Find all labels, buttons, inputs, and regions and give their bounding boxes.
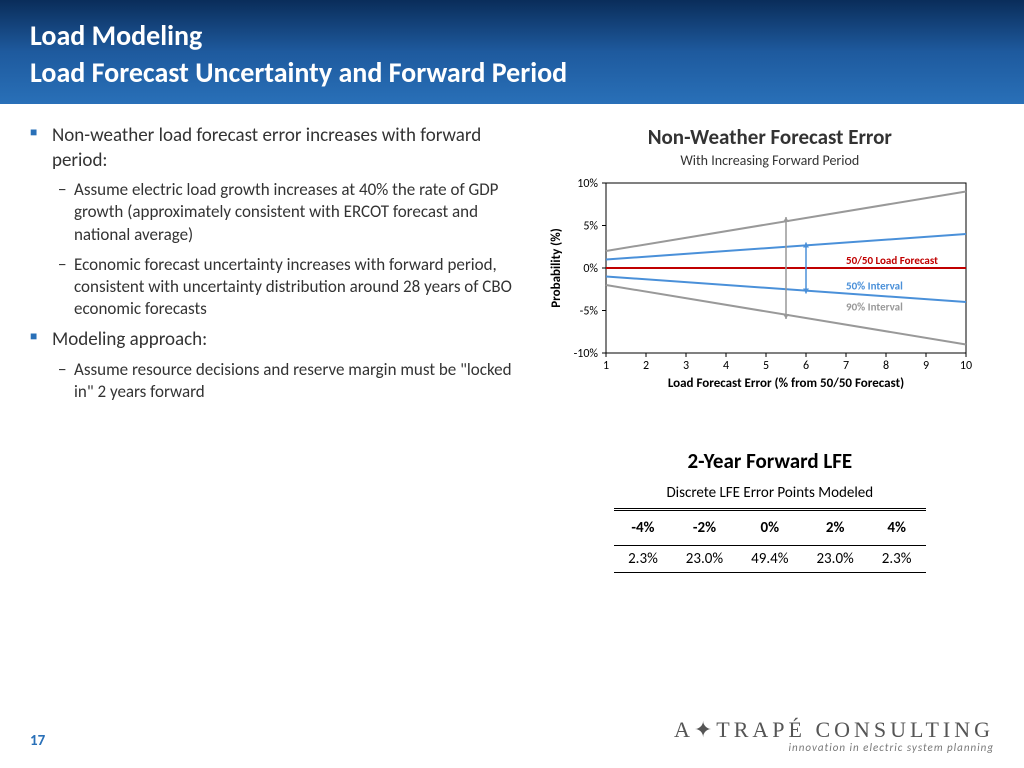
table-header-cell: -2% — [672, 510, 737, 546]
svg-text:Load Forecast Error (% from 50: Load Forecast Error (% from 50/50 Foreca… — [667, 376, 903, 391]
logo: A✦TRAPÉ CONSULTING innovation in electri… — [674, 717, 994, 754]
chart-subtitle: With Increasing Forward Period — [546, 152, 994, 169]
svg-text:1: 1 — [603, 359, 609, 373]
table-header-cell: 2% — [802, 510, 867, 546]
svg-text:90% Interval: 90% Interval — [846, 301, 903, 314]
table-header-cell: -4% — [614, 510, 672, 546]
page-number: 17 — [30, 732, 45, 750]
chart-title: Non-Weather Forecast Error — [546, 124, 994, 150]
lfe-table-section: 2-Year Forward LFE Discrete LFE Error Po… — [546, 448, 994, 573]
content-area: Non-weather load forecast error increase… — [0, 104, 1024, 573]
table-subtitle: Discrete LFE Error Points Modeled — [546, 484, 994, 502]
slide-header: Load Modeling Load Forecast Uncertainty … — [0, 0, 1024, 104]
svg-text:50% Interval: 50% Interval — [846, 279, 903, 292]
left-column: Non-weather load forecast error increase… — [30, 124, 526, 573]
right-column: Non-Weather Forecast Error With Increasi… — [546, 124, 994, 573]
svg-text:3: 3 — [683, 359, 689, 373]
bullet-list: Non-weather load forecast error increase… — [30, 124, 526, 403]
svg-text:5: 5 — [763, 359, 769, 373]
bullet-main-1: Non-weather load forecast error increase… — [30, 124, 526, 173]
table-header-cell: 0% — [737, 510, 802, 546]
svg-text:2: 2 — [643, 359, 649, 373]
bullet-sub-2a: Assume resource decisions and reserve ma… — [30, 359, 526, 403]
header-title-1: Load Modeling — [30, 18, 994, 53]
svg-text:6: 6 — [803, 359, 809, 373]
bullet-main-2: Modeling approach: — [30, 328, 526, 353]
table-data-row: 2.3%23.0%49.4%23.0%2.3% — [614, 546, 925, 573]
lfe-table: -4%-2%0%2%4% 2.3%23.0%49.4%23.0%2.3% — [614, 508, 925, 573]
table-title: 2-Year Forward LFE — [546, 448, 994, 474]
logo-main: A✦TRAPÉ CONSULTING — [674, 717, 994, 743]
header-title-2: Load Forecast Uncertainty and Forward Pe… — [30, 55, 994, 90]
svg-text:7: 7 — [843, 359, 849, 373]
table-data-cell: 2.3% — [868, 546, 926, 573]
table-data-cell: 23.0% — [802, 546, 867, 573]
forecast-error-chart: 10% 5% 0% -5% -10% 1 2 3 4 5 6 7 8 9 10 50/50 Load Fore… — [546, 173, 994, 408]
table-header-row: -4%-2%0%2%4% — [614, 510, 925, 546]
svg-text:Probability (%): Probability (%) — [549, 228, 564, 308]
table-data-cell: 49.4% — [737, 546, 802, 573]
svg-text:-5%: -5% — [579, 305, 598, 319]
table-data-cell: 2.3% — [614, 546, 672, 573]
svg-text:4: 4 — [723, 359, 729, 373]
bullet-sub-1b: Economic forecast uncertainty increases … — [30, 254, 526, 320]
svg-text:9: 9 — [923, 359, 929, 373]
svg-text:8: 8 — [883, 359, 889, 373]
table-header-cell: 4% — [868, 510, 926, 546]
svg-text:10: 10 — [960, 359, 972, 373]
svg-text:10%: 10% — [577, 177, 598, 191]
svg-text:5%: 5% — [583, 220, 598, 234]
svg-text:50/50 Load Forecast: 50/50 Load Forecast — [846, 254, 938, 267]
bullet-sub-1a: Assume electric load growth increases at… — [30, 179, 526, 245]
table-data-cell: 23.0% — [672, 546, 737, 573]
chart-svg: 10% 5% 0% -5% -10% 1 2 3 4 5 6 7 8 9 10 50/50 Load Fore… — [546, 173, 986, 403]
svg-text:-10%: -10% — [573, 347, 598, 361]
svg-text:0%: 0% — [583, 262, 598, 276]
